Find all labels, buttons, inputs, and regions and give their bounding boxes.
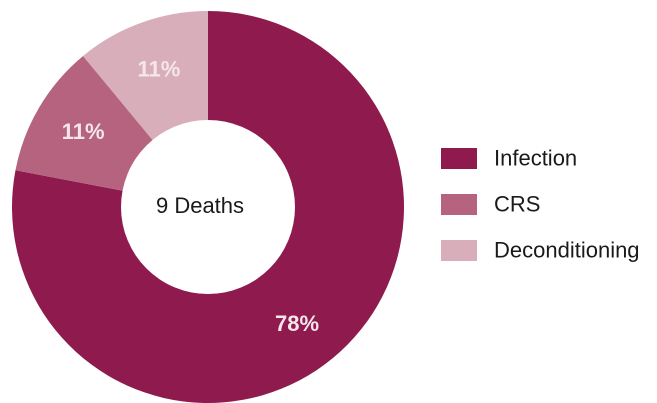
- legend: Infection CRS Deconditioning: [441, 145, 640, 262]
- legend-swatch-infection: [441, 148, 477, 169]
- slice-label-deconditioning: 11%: [137, 56, 180, 81]
- legend-swatch-crs: [441, 194, 477, 215]
- center-label: 9 Deaths: [156, 193, 244, 218]
- legend-label-crs: CRS: [494, 191, 540, 216]
- slice-labels: 78% 11% 11%: [62, 56, 319, 336]
- legend-label-infection: Infection: [494, 145, 577, 170]
- donut-hole: [121, 120, 295, 294]
- legend-swatch-deconditioning: [441, 240, 477, 261]
- slice-label-infection: 78%: [275, 311, 319, 336]
- legend-label-deconditioning: Deconditioning: [494, 237, 640, 262]
- slice-label-crs: 11%: [62, 119, 105, 144]
